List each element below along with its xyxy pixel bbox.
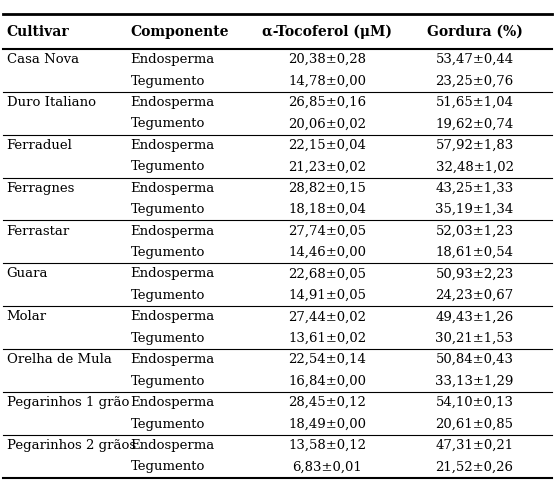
Text: Endosperma: Endosperma bbox=[130, 182, 215, 195]
Text: 6,83±0,01: 6,83±0,01 bbox=[292, 460, 362, 473]
Text: 43,25±1,33: 43,25±1,33 bbox=[436, 182, 513, 195]
Text: 14,46±0,00: 14,46±0,00 bbox=[289, 246, 366, 259]
Text: Endosperma: Endosperma bbox=[130, 396, 215, 409]
Text: Tegumento: Tegumento bbox=[130, 418, 205, 431]
Text: 22,68±0,05: 22,68±0,05 bbox=[289, 267, 366, 280]
Text: Pegarinhos 2 grãos: Pegarinhos 2 grãos bbox=[7, 439, 136, 452]
Text: Tegumento: Tegumento bbox=[130, 203, 205, 216]
Text: Tegumento: Tegumento bbox=[130, 246, 205, 259]
Text: Guara: Guara bbox=[7, 267, 48, 280]
Text: Tegumento: Tegumento bbox=[130, 289, 205, 302]
Text: Endosperma: Endosperma bbox=[130, 53, 215, 66]
Text: 18,61±0,54: 18,61±0,54 bbox=[436, 246, 513, 259]
Text: 14,78±0,00: 14,78±0,00 bbox=[289, 74, 366, 88]
Text: Endosperma: Endosperma bbox=[130, 267, 215, 280]
Text: 28,82±0,15: 28,82±0,15 bbox=[289, 182, 366, 195]
Text: 26,85±0,16: 26,85±0,16 bbox=[289, 96, 366, 109]
Text: Endosperma: Endosperma bbox=[130, 225, 215, 238]
Text: 32,48±1,02: 32,48±1,02 bbox=[436, 160, 513, 173]
Text: Gordura (%): Gordura (%) bbox=[427, 24, 522, 39]
Text: Tegumento: Tegumento bbox=[130, 74, 205, 88]
Text: Casa Nova: Casa Nova bbox=[7, 53, 79, 66]
Text: 23,25±0,76: 23,25±0,76 bbox=[436, 74, 513, 88]
Text: 54,10±0,13: 54,10±0,13 bbox=[436, 396, 513, 409]
Text: 50,93±2,23: 50,93±2,23 bbox=[436, 267, 513, 280]
Text: Tegumento: Tegumento bbox=[130, 460, 205, 473]
Text: Endosperma: Endosperma bbox=[130, 139, 215, 152]
Text: Molar: Molar bbox=[7, 311, 47, 324]
Text: Ferragnes: Ferragnes bbox=[7, 182, 75, 195]
Text: 24,23±0,67: 24,23±0,67 bbox=[436, 289, 513, 302]
Text: Tegumento: Tegumento bbox=[130, 375, 205, 388]
Text: 21,52±0,26: 21,52±0,26 bbox=[436, 460, 513, 473]
Text: 57,92±1,83: 57,92±1,83 bbox=[436, 139, 513, 152]
Text: 22,54±0,14: 22,54±0,14 bbox=[289, 353, 366, 366]
Text: 47,31±0,21: 47,31±0,21 bbox=[436, 439, 513, 452]
Text: 30,21±1,53: 30,21±1,53 bbox=[436, 332, 513, 345]
Text: Tegumento: Tegumento bbox=[130, 160, 205, 173]
Text: Componente: Componente bbox=[130, 24, 229, 39]
Text: Ferraduel: Ferraduel bbox=[7, 139, 73, 152]
Text: 22,15±0,04: 22,15±0,04 bbox=[289, 139, 366, 152]
Text: 13,58±0,12: 13,58±0,12 bbox=[289, 439, 366, 452]
Text: Endosperma: Endosperma bbox=[130, 353, 215, 366]
Text: 53,47±0,44: 53,47±0,44 bbox=[436, 53, 513, 66]
Text: Orelha de Mula: Orelha de Mula bbox=[7, 353, 112, 366]
Text: 49,43±1,26: 49,43±1,26 bbox=[436, 311, 513, 324]
Text: 21,23±0,02: 21,23±0,02 bbox=[289, 160, 366, 173]
Text: Tegumento: Tegumento bbox=[130, 118, 205, 131]
Text: Pegarinhos 1 grão: Pegarinhos 1 grão bbox=[7, 396, 129, 409]
Text: 18,18±0,04: 18,18±0,04 bbox=[289, 203, 366, 216]
Text: Ferrastar: Ferrastar bbox=[7, 225, 70, 238]
Text: Endosperma: Endosperma bbox=[130, 311, 215, 324]
Text: 18,49±0,00: 18,49±0,00 bbox=[289, 418, 366, 431]
Text: 52,03±1,23: 52,03±1,23 bbox=[436, 225, 513, 238]
Text: Cultivar: Cultivar bbox=[7, 24, 69, 39]
Text: 27,74±0,05: 27,74±0,05 bbox=[289, 225, 366, 238]
Text: 27,44±0,02: 27,44±0,02 bbox=[289, 311, 366, 324]
Text: 33,13±1,29: 33,13±1,29 bbox=[435, 375, 514, 388]
Text: 35,19±1,34: 35,19±1,34 bbox=[436, 203, 513, 216]
Text: 51,65±1,04: 51,65±1,04 bbox=[436, 96, 513, 109]
Text: Endosperma: Endosperma bbox=[130, 439, 215, 452]
Text: 50,84±0,43: 50,84±0,43 bbox=[436, 353, 513, 366]
Text: Duro Italiano: Duro Italiano bbox=[7, 96, 95, 109]
Text: Tegumento: Tegumento bbox=[130, 332, 205, 345]
Text: 14,91±0,05: 14,91±0,05 bbox=[289, 289, 366, 302]
Text: 20,61±0,85: 20,61±0,85 bbox=[436, 418, 513, 431]
Text: 19,62±0,74: 19,62±0,74 bbox=[436, 118, 513, 131]
Text: Endosperma: Endosperma bbox=[130, 96, 215, 109]
Text: 20,38±0,28: 20,38±0,28 bbox=[289, 53, 366, 66]
Text: 13,61±0,02: 13,61±0,02 bbox=[289, 332, 366, 345]
Text: 16,84±0,00: 16,84±0,00 bbox=[289, 375, 366, 388]
Text: 28,45±0,12: 28,45±0,12 bbox=[289, 396, 366, 409]
Text: 20,06±0,02: 20,06±0,02 bbox=[289, 118, 366, 131]
Text: α-Tocoferol (μM): α-Tocoferol (μM) bbox=[263, 24, 392, 39]
